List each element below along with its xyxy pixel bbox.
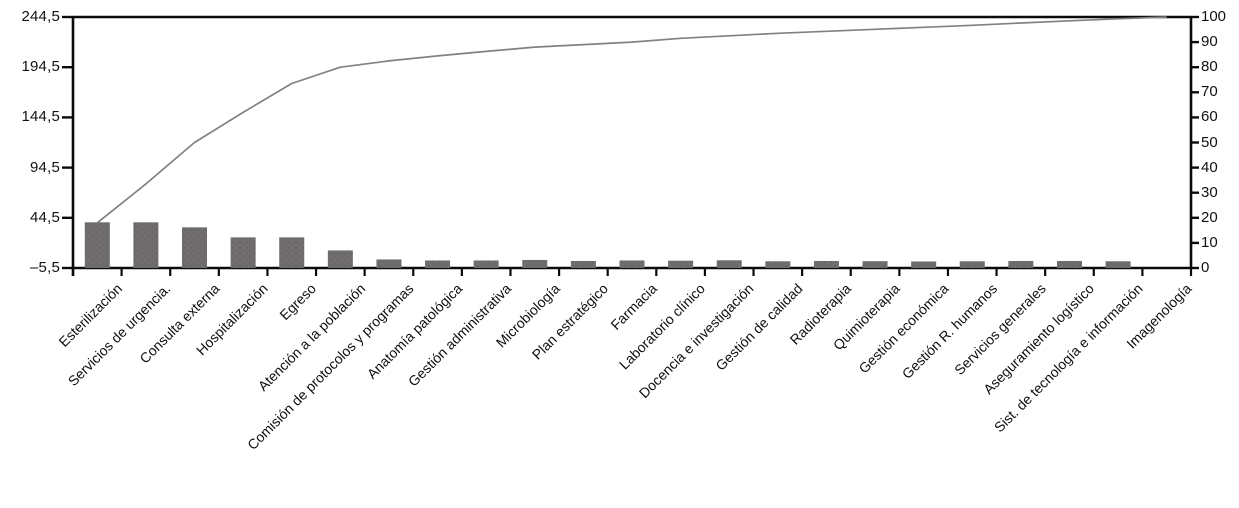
bar <box>570 260 596 268</box>
right-axis-tick-label: 90 <box>1201 33 1218 51</box>
axes-frame <box>62 15 1199 276</box>
left-axis-tick-label: 144,5 <box>21 108 60 126</box>
right-axis-tick-label: 70 <box>1201 83 1218 101</box>
bar <box>133 222 159 268</box>
left-axis-tick-label: 244,5 <box>21 8 60 25</box>
right-axis-tick-label: 80 <box>1201 58 1218 76</box>
bar <box>1105 261 1131 268</box>
right-axis-tick-label: 30 <box>1201 183 1218 201</box>
right-axis-tick-label: 10 <box>1201 233 1218 251</box>
right-axis-tick-label: 40 <box>1201 158 1218 176</box>
right-axis-tick-label: 20 <box>1201 208 1218 226</box>
left-axis-tick-label: 194,5 <box>21 58 60 76</box>
bar <box>813 260 839 268</box>
bar <box>182 227 208 268</box>
bar <box>862 261 888 268</box>
bar <box>376 259 402 268</box>
bar <box>911 261 937 268</box>
right-axis-tick-label: 50 <box>1201 133 1218 151</box>
bar <box>230 237 256 268</box>
left-axis-tick-label: –5,5 <box>30 259 60 276</box>
bar <box>473 260 499 268</box>
bar <box>765 261 791 268</box>
right-axis-tick-label: 60 <box>1201 108 1218 126</box>
right-axis-tick-label: 0 <box>1201 259 1210 276</box>
bar <box>619 260 645 268</box>
left-axis-tick-label: 94,5 <box>30 158 60 176</box>
bar <box>716 260 742 268</box>
bar <box>327 250 353 268</box>
bar <box>425 260 451 268</box>
bar <box>1008 260 1034 268</box>
bars-group <box>84 222 1131 268</box>
right-axis-tick-label: 100 <box>1201 8 1227 25</box>
bar <box>1056 260 1082 268</box>
cumulative-line <box>96 16 1167 224</box>
bar <box>279 237 305 268</box>
bar <box>84 222 110 268</box>
bar <box>668 260 694 268</box>
left-axis-tick-label: 44,5 <box>30 208 60 226</box>
bar <box>522 259 548 268</box>
cumulative-line-group <box>96 16 1167 224</box>
bar <box>959 261 985 268</box>
